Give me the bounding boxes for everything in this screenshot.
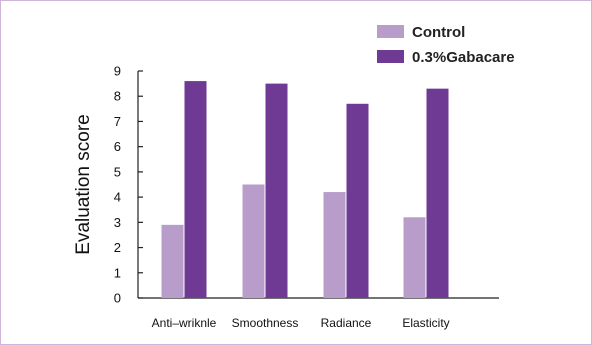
y-tick-label: 0 [114, 291, 121, 306]
bar-gabacare-1 [265, 83, 288, 298]
x-category-label: Smoothness [232, 316, 299, 330]
y-tick-label: 6 [114, 139, 121, 154]
y-tick-label: 2 [114, 240, 121, 255]
legend-swatch-1 [377, 50, 404, 63]
y-tick-label: 8 [114, 89, 121, 104]
legend-label-0: Control [412, 24, 465, 41]
x-category-label: Elasticity [402, 316, 449, 330]
y-axis-title: Evaluation score [73, 114, 94, 254]
bar-gabacare-3 [426, 88, 449, 299]
y-tick-label: 9 [114, 64, 121, 79]
x-category-label: Anti–wriknle [152, 316, 217, 330]
bar-control-2 [323, 192, 346, 298]
y-tick-label: 4 [114, 190, 121, 205]
bar-gabacare-0 [184, 81, 207, 298]
bar-control-1 [242, 184, 265, 298]
bar-control-3 [403, 217, 426, 298]
y-tick-label: 7 [114, 114, 121, 129]
x-category-label: Radiance [321, 316, 372, 330]
y-tick-label: 5 [114, 164, 121, 179]
y-tick-label: 1 [114, 265, 121, 280]
legend-swatch-0 [377, 25, 404, 38]
y-tick-label: 3 [114, 215, 121, 230]
bar-control-0 [161, 224, 184, 298]
bar-gabacare-2 [346, 103, 369, 299]
legend-label-1: 0.3%Gabacare [412, 49, 515, 66]
